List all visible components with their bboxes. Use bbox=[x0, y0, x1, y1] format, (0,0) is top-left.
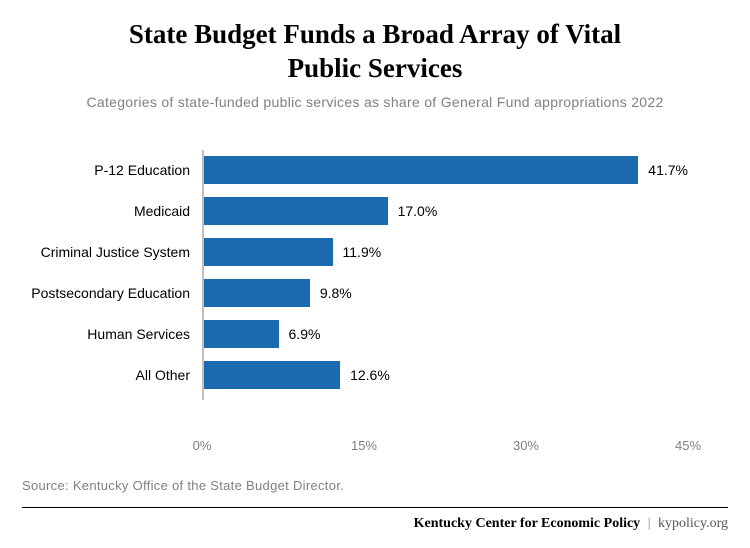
source-text: Source: Kentucky Office of the State Bud… bbox=[22, 478, 728, 493]
bar-category-label: All Other bbox=[136, 367, 202, 383]
bar-value-label: 12.6% bbox=[340, 367, 390, 383]
title-line-2: Public Services bbox=[288, 53, 463, 83]
bar-value-label: 41.7% bbox=[638, 162, 688, 178]
bars-group: P-12 Education41.7%Medicaid17.0%Criminal… bbox=[202, 150, 688, 396]
bar-category-label: Human Services bbox=[87, 326, 202, 342]
bar-row: Postsecondary Education9.8% bbox=[202, 273, 688, 314]
bar bbox=[204, 320, 279, 348]
bar bbox=[204, 279, 310, 307]
bar bbox=[204, 238, 333, 266]
x-axis: 0%15%30%45% bbox=[202, 430, 688, 460]
bar-category-label: Medicaid bbox=[134, 203, 202, 219]
bar-category-label: Criminal Justice System bbox=[41, 244, 202, 260]
footer-org: Kentucky Center for Economic Policy bbox=[414, 516, 641, 531]
footer-divider bbox=[22, 507, 728, 508]
title-line-1: State Budget Funds a Broad Array of Vita… bbox=[129, 19, 621, 49]
bar-row: Human Services6.9% bbox=[202, 314, 688, 355]
bar bbox=[204, 156, 638, 184]
footer-url: kypolicy.org bbox=[658, 516, 728, 531]
bar-row: Medicaid17.0% bbox=[202, 191, 688, 232]
bar-category-label: P-12 Education bbox=[94, 162, 202, 178]
x-tick-label: 15% bbox=[351, 438, 377, 453]
bar bbox=[204, 197, 388, 225]
bar bbox=[204, 361, 340, 389]
footer: Kentucky Center for Economic Policy | ky… bbox=[414, 516, 728, 532]
chart-title: State Budget Funds a Broad Array of Vita… bbox=[22, 18, 728, 86]
x-tick-label: 45% bbox=[675, 438, 701, 453]
footer-separator: | bbox=[648, 516, 651, 531]
x-tick-label: 0% bbox=[193, 438, 212, 453]
bar-value-label: 17.0% bbox=[388, 203, 438, 219]
chart-plot-area: P-12 Education41.7%Medicaid17.0%Criminal… bbox=[202, 150, 688, 430]
bar-value-label: 9.8% bbox=[310, 285, 352, 301]
chart-subtitle: Categories of state-funded public servic… bbox=[22, 94, 728, 110]
x-tick-label: 30% bbox=[513, 438, 539, 453]
bar-row: All Other12.6% bbox=[202, 355, 688, 396]
bar-value-label: 11.9% bbox=[333, 244, 382, 260]
chart-container: State Budget Funds a Broad Array of Vita… bbox=[0, 0, 750, 548]
bar-category-label: Postsecondary Education bbox=[31, 285, 202, 301]
bar-value-label: 6.9% bbox=[279, 326, 321, 342]
bar-row: P-12 Education41.7% bbox=[202, 150, 688, 191]
bar-row: Criminal Justice System11.9% bbox=[202, 232, 688, 273]
